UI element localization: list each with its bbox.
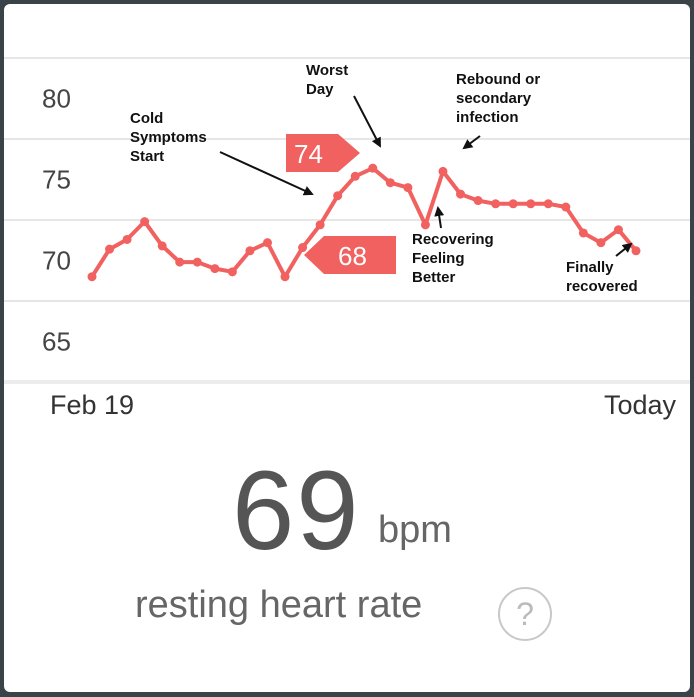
- data-point-0: [87, 272, 97, 282]
- data-point-30: [613, 225, 623, 235]
- annotation-2-line-1: secondary: [456, 90, 532, 107]
- annotation-0-arrow: [219, 151, 314, 196]
- y-tick-label-70: 70: [42, 246, 71, 276]
- badge-68-shape: [304, 236, 396, 274]
- annotation-3-arrow: [434, 206, 445, 229]
- data-point-10: [262, 238, 272, 248]
- heart-rate-unit: bpm: [378, 509, 452, 551]
- data-point-23: [491, 199, 501, 209]
- heart-rate-chart: 80 75 70 65 74 68 Cold Symptoms Start Worst Day R…: [4, 4, 690, 384]
- data-point-7: [210, 264, 220, 274]
- data-point-24: [508, 199, 518, 209]
- data-point-22: [473, 196, 483, 206]
- data-point-27: [561, 202, 571, 212]
- data-point-26: [543, 199, 553, 209]
- annotation-0-line-0: Cold: [130, 110, 163, 127]
- y-tick-label-75: 75: [42, 165, 71, 195]
- annotation-1: Worst Day: [306, 62, 348, 98]
- data-point-12: [298, 243, 308, 253]
- annotation-2-line-2: infection: [456, 109, 519, 126]
- badge-68-label: 68: [338, 241, 367, 271]
- annotation-1-line-1: Day: [306, 81, 334, 98]
- data-point-29: [596, 238, 606, 248]
- x-axis-end-label: Today: [603, 390, 676, 420]
- annotation-4-arrow: [615, 242, 633, 257]
- y-tick-label-65: 65: [42, 327, 71, 357]
- data-point-4: [157, 241, 167, 251]
- data-point-5: [175, 257, 185, 267]
- data-point-9: [245, 246, 255, 256]
- annotation-2-arrow: [462, 135, 481, 150]
- annotation-0-line-2: Start: [130, 148, 164, 165]
- badge-74-shape: [286, 134, 360, 172]
- annotation-0: Cold Symptoms Start: [130, 110, 207, 165]
- data-point-14: [333, 191, 343, 201]
- data-point-19: [420, 220, 430, 230]
- data-point-3: [140, 217, 150, 227]
- annotation-2: Rebound or secondary infection: [456, 71, 540, 126]
- y-tick-label-80: 80: [42, 84, 71, 114]
- annotation-1-arrow: [353, 95, 381, 148]
- data-point-18: [403, 183, 413, 193]
- chart-divider: [4, 380, 690, 384]
- x-axis-start-label: Feb 19: [50, 390, 135, 420]
- data-point-16: [368, 163, 378, 173]
- annotation-3-line-1: Feeling: [412, 250, 465, 267]
- annotation-3: Recovering Feeling Better: [412, 231, 494, 286]
- annotation-4-line-0: Finally: [566, 259, 614, 276]
- annotation-0-line-1: Symptoms: [130, 129, 207, 146]
- data-point-8: [227, 267, 237, 277]
- data-point-20: [438, 166, 448, 176]
- help-button[interactable]: ?: [498, 587, 552, 641]
- chart-svg: 80 75 70 65 74 68 Cold Symptoms Start Worst Day R…: [4, 57, 690, 357]
- data-point-17: [385, 178, 395, 188]
- annotation-3-line-0: Recovering: [412, 231, 494, 248]
- data-point-31: [631, 246, 641, 256]
- metric-label: resting heart rate: [135, 584, 423, 626]
- data-point-28: [578, 228, 588, 238]
- question-icon: ?: [516, 595, 534, 632]
- badge-74-label: 74: [294, 139, 323, 169]
- annotation-4: Finally recovered: [566, 259, 638, 295]
- annotation-1-line-0: Worst: [306, 62, 348, 79]
- annotation-3-line-2: Better: [412, 269, 456, 286]
- data-point-1: [105, 244, 115, 254]
- data-point-2: [122, 234, 132, 244]
- data-point-25: [526, 199, 536, 209]
- heart-rate-value: 69: [232, 448, 361, 573]
- data-point-21: [456, 189, 466, 199]
- data-point-13: [315, 220, 325, 230]
- annotation-4-line-1: recovered: [566, 278, 638, 295]
- heart-rate-card: 80 75 70 65 74 68 Cold Symptoms Start Worst Day R…: [4, 4, 690, 692]
- data-point-11: [280, 272, 290, 282]
- data-point-6: [192, 257, 202, 267]
- data-point-15: [350, 171, 360, 181]
- annotation-2-line-0: Rebound or: [456, 71, 540, 88]
